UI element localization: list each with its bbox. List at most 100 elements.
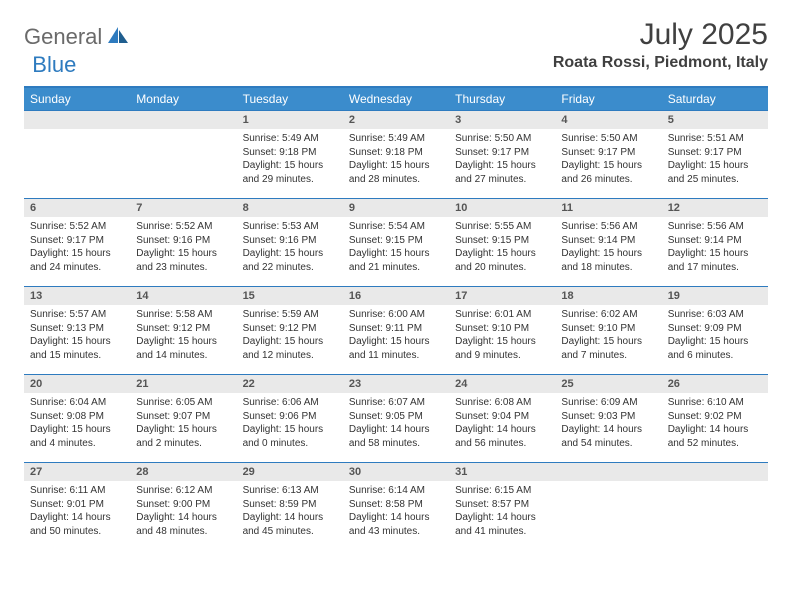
day-data: Sunrise: 6:01 AMSunset: 9:10 PMDaylight:…	[449, 305, 555, 366]
day-data: Sunrise: 5:55 AMSunset: 9:15 PMDaylight:…	[449, 217, 555, 278]
calendar-cell: 22Sunrise: 6:06 AMSunset: 9:06 PMDayligh…	[237, 375, 343, 463]
day-number: 20	[24, 375, 130, 393]
calendar-cell: 17Sunrise: 6:01 AMSunset: 9:10 PMDayligh…	[449, 287, 555, 375]
day-data: Sunrise: 6:03 AMSunset: 9:09 PMDaylight:…	[662, 305, 768, 366]
day-data: Sunrise: 6:06 AMSunset: 9:06 PMDaylight:…	[237, 393, 343, 454]
calendar-cell: 15Sunrise: 5:59 AMSunset: 9:12 PMDayligh…	[237, 287, 343, 375]
day-data: Sunrise: 6:10 AMSunset: 9:02 PMDaylight:…	[662, 393, 768, 454]
day-number: 3	[449, 111, 555, 129]
calendar-cell: 30Sunrise: 6:14 AMSunset: 8:58 PMDayligh…	[343, 463, 449, 551]
day-data: Sunrise: 5:54 AMSunset: 9:15 PMDaylight:…	[343, 217, 449, 278]
calendar-cell: 6Sunrise: 5:52 AMSunset: 9:17 PMDaylight…	[24, 199, 130, 287]
day-number: 31	[449, 463, 555, 481]
calendar-cell: 29Sunrise: 6:13 AMSunset: 8:59 PMDayligh…	[237, 463, 343, 551]
day-data: Sunrise: 5:53 AMSunset: 9:16 PMDaylight:…	[237, 217, 343, 278]
day-data: Sunrise: 6:07 AMSunset: 9:05 PMDaylight:…	[343, 393, 449, 454]
calendar-cell: 5Sunrise: 5:51 AMSunset: 9:17 PMDaylight…	[662, 111, 768, 199]
day-data: Sunrise: 6:11 AMSunset: 9:01 PMDaylight:…	[24, 481, 130, 542]
day-data: Sunrise: 6:09 AMSunset: 9:03 PMDaylight:…	[555, 393, 661, 454]
logo-sail-icon	[106, 25, 130, 50]
day-number-empty	[24, 111, 130, 129]
calendar-cell: 18Sunrise: 6:02 AMSunset: 9:10 PMDayligh…	[555, 287, 661, 375]
location-subtitle: Roata Rossi, Piedmont, Italy	[553, 54, 768, 72]
day-data: Sunrise: 6:05 AMSunset: 9:07 PMDaylight:…	[130, 393, 236, 454]
calendar-cell: 11Sunrise: 5:56 AMSunset: 9:14 PMDayligh…	[555, 199, 661, 287]
day-data: Sunrise: 5:49 AMSunset: 9:18 PMDaylight:…	[343, 129, 449, 190]
calendar-row: 6Sunrise: 5:52 AMSunset: 9:17 PMDaylight…	[24, 199, 768, 287]
calendar-cell: 16Sunrise: 6:00 AMSunset: 9:11 PMDayligh…	[343, 287, 449, 375]
day-number: 26	[662, 375, 768, 393]
logo: General	[24, 24, 132, 50]
day-number: 4	[555, 111, 661, 129]
calendar-cell: 31Sunrise: 6:15 AMSunset: 8:57 PMDayligh…	[449, 463, 555, 551]
day-number: 16	[343, 287, 449, 305]
calendar-cell: 13Sunrise: 5:57 AMSunset: 9:13 PMDayligh…	[24, 287, 130, 375]
day-number: 18	[555, 287, 661, 305]
day-number: 19	[662, 287, 768, 305]
calendar-cell: 3Sunrise: 5:50 AMSunset: 9:17 PMDaylight…	[449, 111, 555, 199]
day-data: Sunrise: 5:56 AMSunset: 9:14 PMDaylight:…	[555, 217, 661, 278]
calendar-cell	[662, 463, 768, 551]
weekday-header: Sunday	[24, 87, 130, 111]
day-number: 15	[237, 287, 343, 305]
day-data: Sunrise: 5:52 AMSunset: 9:17 PMDaylight:…	[24, 217, 130, 278]
day-number: 1	[237, 111, 343, 129]
day-number: 2	[343, 111, 449, 129]
day-number: 6	[24, 199, 130, 217]
calendar-cell: 2Sunrise: 5:49 AMSunset: 9:18 PMDaylight…	[343, 111, 449, 199]
day-data: Sunrise: 5:49 AMSunset: 9:18 PMDaylight:…	[237, 129, 343, 190]
day-number: 22	[237, 375, 343, 393]
day-data: Sunrise: 5:56 AMSunset: 9:14 PMDaylight:…	[662, 217, 768, 278]
weekday-header: Thursday	[449, 87, 555, 111]
title-block: July 2025 Roata Rossi, Piedmont, Italy	[553, 18, 768, 72]
calendar-cell: 19Sunrise: 6:03 AMSunset: 9:09 PMDayligh…	[662, 287, 768, 375]
day-number-empty	[662, 463, 768, 481]
calendar-cell: 27Sunrise: 6:11 AMSunset: 9:01 PMDayligh…	[24, 463, 130, 551]
calendar-table: SundayMondayTuesdayWednesdayThursdayFrid…	[24, 86, 768, 551]
calendar-row: 20Sunrise: 6:04 AMSunset: 9:08 PMDayligh…	[24, 375, 768, 463]
day-number: 17	[449, 287, 555, 305]
calendar-cell: 28Sunrise: 6:12 AMSunset: 9:00 PMDayligh…	[130, 463, 236, 551]
calendar-cell: 4Sunrise: 5:50 AMSunset: 9:17 PMDaylight…	[555, 111, 661, 199]
calendar-cell: 14Sunrise: 5:58 AMSunset: 9:12 PMDayligh…	[130, 287, 236, 375]
calendar-body: 1Sunrise: 5:49 AMSunset: 9:18 PMDaylight…	[24, 111, 768, 551]
day-number: 13	[24, 287, 130, 305]
calendar-cell: 24Sunrise: 6:08 AMSunset: 9:04 PMDayligh…	[449, 375, 555, 463]
day-data: Sunrise: 5:50 AMSunset: 9:17 PMDaylight:…	[555, 129, 661, 190]
day-number: 30	[343, 463, 449, 481]
calendar-cell: 23Sunrise: 6:07 AMSunset: 9:05 PMDayligh…	[343, 375, 449, 463]
day-data: Sunrise: 6:04 AMSunset: 9:08 PMDaylight:…	[24, 393, 130, 454]
calendar-row: 1Sunrise: 5:49 AMSunset: 9:18 PMDaylight…	[24, 111, 768, 199]
weekday-header: Tuesday	[237, 87, 343, 111]
day-data: Sunrise: 6:13 AMSunset: 8:59 PMDaylight:…	[237, 481, 343, 542]
calendar-cell	[130, 111, 236, 199]
day-number: 12	[662, 199, 768, 217]
calendar-cell: 20Sunrise: 6:04 AMSunset: 9:08 PMDayligh…	[24, 375, 130, 463]
day-data: Sunrise: 5:51 AMSunset: 9:17 PMDaylight:…	[662, 129, 768, 190]
logo-text-general: General	[24, 24, 102, 50]
day-number: 8	[237, 199, 343, 217]
day-data: Sunrise: 5:50 AMSunset: 9:17 PMDaylight:…	[449, 129, 555, 190]
calendar-cell: 7Sunrise: 5:52 AMSunset: 9:16 PMDaylight…	[130, 199, 236, 287]
day-number: 23	[343, 375, 449, 393]
page-title: July 2025	[553, 18, 768, 52]
calendar-row: 13Sunrise: 5:57 AMSunset: 9:13 PMDayligh…	[24, 287, 768, 375]
calendar-cell: 26Sunrise: 6:10 AMSunset: 9:02 PMDayligh…	[662, 375, 768, 463]
weekday-header: Friday	[555, 87, 661, 111]
weekday-header: Wednesday	[343, 87, 449, 111]
weekday-header-row: SundayMondayTuesdayWednesdayThursdayFrid…	[24, 87, 768, 111]
day-data: Sunrise: 5:58 AMSunset: 9:12 PMDaylight:…	[130, 305, 236, 366]
calendar-cell: 25Sunrise: 6:09 AMSunset: 9:03 PMDayligh…	[555, 375, 661, 463]
calendar-cell	[24, 111, 130, 199]
day-number: 5	[662, 111, 768, 129]
day-data: Sunrise: 5:52 AMSunset: 9:16 PMDaylight:…	[130, 217, 236, 278]
day-data: Sunrise: 5:59 AMSunset: 9:12 PMDaylight:…	[237, 305, 343, 366]
weekday-header: Monday	[130, 87, 236, 111]
day-number-empty	[555, 463, 661, 481]
calendar-cell: 1Sunrise: 5:49 AMSunset: 9:18 PMDaylight…	[237, 111, 343, 199]
day-data: Sunrise: 6:02 AMSunset: 9:10 PMDaylight:…	[555, 305, 661, 366]
day-number: 10	[449, 199, 555, 217]
calendar-cell	[555, 463, 661, 551]
day-number: 24	[449, 375, 555, 393]
day-data: Sunrise: 6:12 AMSunset: 9:00 PMDaylight:…	[130, 481, 236, 542]
